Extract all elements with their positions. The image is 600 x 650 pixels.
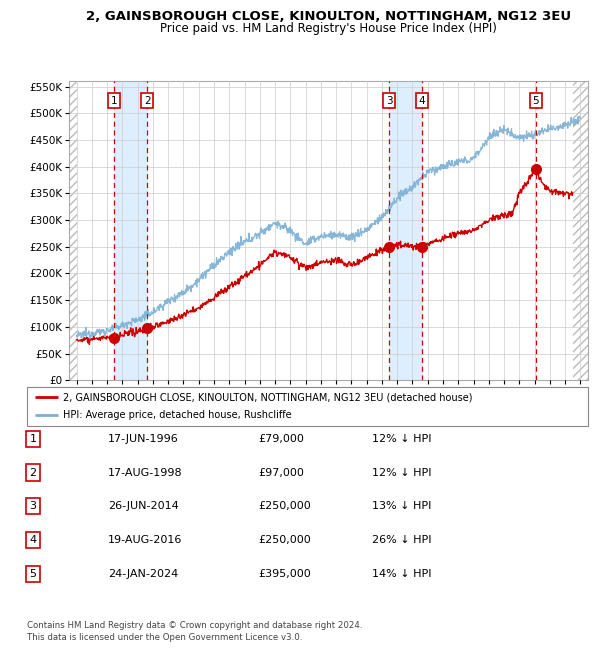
Text: 26% ↓ HPI: 26% ↓ HPI <box>372 535 431 545</box>
Text: 4: 4 <box>419 96 425 106</box>
Bar <box>389 81 422 380</box>
Text: 1: 1 <box>29 434 37 444</box>
Text: 2, GAINSBOROUGH CLOSE, KINOULTON, NOTTINGHAM, NG12 3EU (detached house): 2, GAINSBOROUGH CLOSE, KINOULTON, NOTTIN… <box>64 393 473 402</box>
Bar <box>114 81 148 380</box>
Text: 14% ↓ HPI: 14% ↓ HPI <box>372 569 431 579</box>
Text: 13% ↓ HPI: 13% ↓ HPI <box>372 501 431 512</box>
Text: Price paid vs. HM Land Registry's House Price Index (HPI): Price paid vs. HM Land Registry's House … <box>160 22 497 35</box>
Text: 19-AUG-2016: 19-AUG-2016 <box>108 535 182 545</box>
Bar <box>69 81 77 380</box>
Text: 17-JUN-1996: 17-JUN-1996 <box>108 434 179 444</box>
Text: 2: 2 <box>144 96 151 106</box>
Text: £79,000: £79,000 <box>258 434 304 444</box>
Text: 12% ↓ HPI: 12% ↓ HPI <box>372 467 431 478</box>
Text: 3: 3 <box>386 96 392 106</box>
Text: 3: 3 <box>29 501 37 512</box>
Text: 4: 4 <box>29 535 37 545</box>
Text: £395,000: £395,000 <box>258 569 311 579</box>
Text: 12% ↓ HPI: 12% ↓ HPI <box>372 434 431 444</box>
Text: £97,000: £97,000 <box>258 467 304 478</box>
Bar <box>573 81 588 380</box>
Text: 17-AUG-1998: 17-AUG-1998 <box>108 467 182 478</box>
Text: 5: 5 <box>29 569 37 579</box>
Text: 1: 1 <box>111 96 118 106</box>
Text: 26-JUN-2014: 26-JUN-2014 <box>108 501 179 512</box>
Text: 2: 2 <box>29 467 37 478</box>
Text: 2, GAINSBOROUGH CLOSE, KINOULTON, NOTTINGHAM, NG12 3EU: 2, GAINSBOROUGH CLOSE, KINOULTON, NOTTIN… <box>86 10 571 23</box>
Text: HPI: Average price, detached house, Rushcliffe: HPI: Average price, detached house, Rush… <box>64 410 292 420</box>
Text: 5: 5 <box>532 96 539 106</box>
Text: £250,000: £250,000 <box>258 501 311 512</box>
Text: 24-JAN-2024: 24-JAN-2024 <box>108 569 178 579</box>
Text: £250,000: £250,000 <box>258 535 311 545</box>
Text: Contains HM Land Registry data © Crown copyright and database right 2024.
This d: Contains HM Land Registry data © Crown c… <box>27 621 362 642</box>
